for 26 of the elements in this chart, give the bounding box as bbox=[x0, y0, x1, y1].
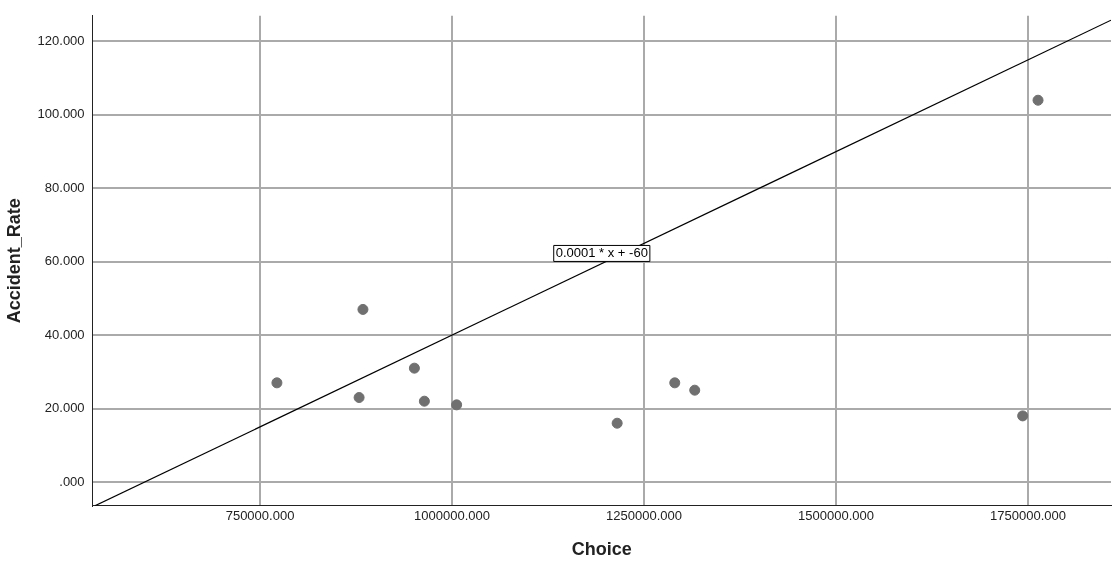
point bbox=[611, 417, 623, 429]
point bbox=[271, 377, 283, 389]
point bbox=[353, 392, 365, 404]
x-tick-label: 750000.000 bbox=[225, 508, 295, 524]
point bbox=[408, 362, 420, 374]
y-tick-label: 40.000 bbox=[44, 326, 85, 342]
point bbox=[451, 399, 463, 411]
point bbox=[1032, 94, 1044, 106]
y-tick-label: 20.000 bbox=[44, 400, 85, 416]
y-axis-title: Accident_Rate bbox=[3, 198, 24, 324]
point bbox=[689, 384, 701, 396]
x-tick-label: 1000000.000 bbox=[414, 508, 490, 524]
x-tick-label: 1500000.000 bbox=[798, 508, 875, 524]
y-tick-label: .000 bbox=[59, 473, 85, 489]
annotation: 0.0001 * x + -60 bbox=[555, 245, 648, 261]
y-tick-label: 60.000 bbox=[44, 253, 85, 269]
x-tick-label: 1250000.000 bbox=[606, 508, 682, 524]
x-tick-label: 1750000.000 bbox=[990, 508, 1067, 524]
x-axis-title: Choice bbox=[571, 539, 632, 560]
y-tick-label: 80.000 bbox=[44, 179, 85, 195]
point bbox=[669, 377, 681, 389]
y-tick-label: 100.000 bbox=[37, 106, 85, 122]
point bbox=[357, 303, 369, 315]
point bbox=[1017, 410, 1029, 422]
y-tick-label: 120.000 bbox=[37, 33, 85, 49]
point bbox=[418, 395, 430, 407]
